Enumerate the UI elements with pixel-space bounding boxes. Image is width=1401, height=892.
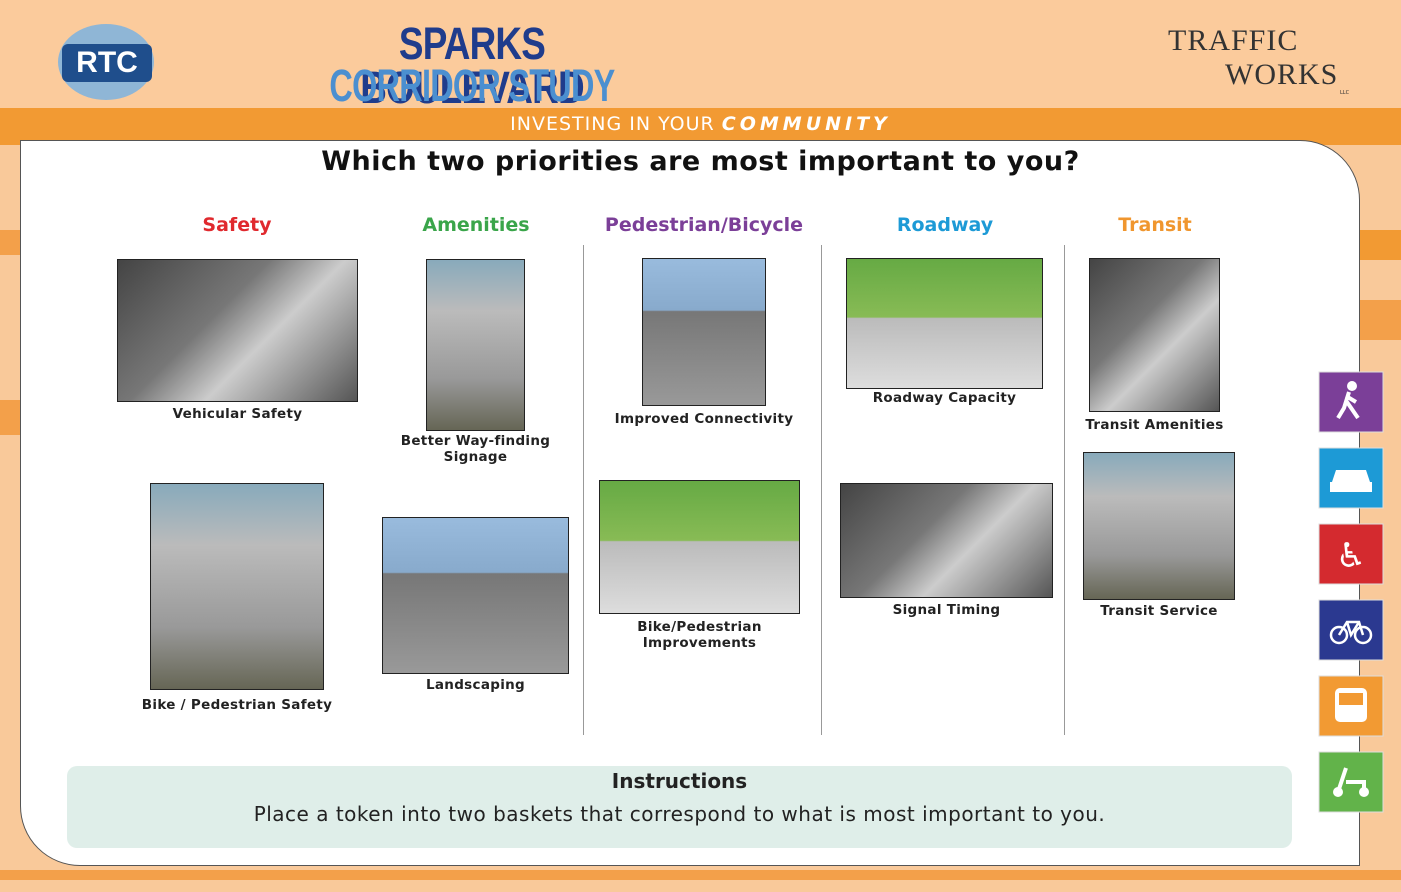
photo-caption: Transit Service <box>1100 603 1218 619</box>
divider <box>1064 245 1065 735</box>
photo <box>840 483 1053 598</box>
stripe <box>0 230 20 255</box>
photo <box>117 259 358 402</box>
icon-glyph <box>1339 693 1363 705</box>
stripe <box>1360 230 1401 260</box>
photo <box>1083 452 1235 600</box>
icon-accessible <box>1318 523 1384 585</box>
icon-pedestrian <box>1318 371 1384 433</box>
photo <box>1089 258 1220 412</box>
photo <box>426 259 525 431</box>
header-band <box>0 0 1401 108</box>
photo-caption: Vehicular Safety <box>172 406 303 422</box>
icon-glyph <box>1330 470 1372 492</box>
rtc-logo: RTC <box>62 44 152 82</box>
photo <box>382 517 569 674</box>
icon-glyph: ♿ <box>1336 536 1366 576</box>
photo <box>642 258 766 406</box>
photo-caption: Signage <box>443 449 508 465</box>
photo-caption: Transit Amenities <box>1085 417 1224 433</box>
icon-bicycle <box>1318 599 1384 661</box>
photo-caption: Roadway Capacity <box>872 390 1017 406</box>
icon-glyph <box>1353 625 1373 645</box>
divider <box>583 245 584 735</box>
photo-caption: Landscaping <box>426 677 525 693</box>
partner-logo-line2: WORKS <box>1225 58 1339 91</box>
instructions-title: Instructions <box>611 769 748 793</box>
question: Which two priorities are most important … <box>321 146 1080 177</box>
tagline-emphasis: COMMUNITY <box>721 113 891 135</box>
partner-logo-line1: TRAFFIC <box>1168 24 1299 57</box>
column-heading: Roadway <box>896 214 994 236</box>
photo-caption: Signal Timing <box>892 602 1001 618</box>
column-heading: Amenities <box>422 214 530 236</box>
photo-caption: Bike/Pedestrian <box>637 619 762 635</box>
photo <box>150 483 324 690</box>
stripe <box>0 400 20 435</box>
title-line-2: CORRIDOR STUDY <box>329 60 615 111</box>
icon-glyph <box>1337 620 1365 639</box>
photo-caption: Bike / Pedestrian Safety <box>141 697 333 713</box>
column-heading: Pedestrian/Bicycle <box>604 214 804 236</box>
icon-glyph <box>1347 381 1357 391</box>
tagline: INVESTING IN YOUR COMMUNITY <box>0 113 1401 135</box>
icon-glyph <box>1336 767 1366 793</box>
partner-logo-suffix: LLC <box>1340 90 1350 96</box>
tagline-text: INVESTING IN YOUR <box>510 113 715 135</box>
photo-caption: Improved Connectivity <box>614 411 794 427</box>
title-line-1: SPARKS BOULEVARD <box>360 18 584 113</box>
column-heading: Transit <box>1118 214 1192 236</box>
tagline-band <box>0 108 1401 145</box>
photo <box>599 480 800 614</box>
photo-caption: Improvements <box>642 635 757 651</box>
side-icons: ♿ <box>1318 371 1384 813</box>
column-heading: Safety <box>202 214 272 236</box>
instructions-box <box>67 766 1292 848</box>
photo-caption: Better Way-finding <box>400 433 551 449</box>
icon-glyph <box>1329 625 1349 645</box>
icon-glyph <box>1336 391 1360 420</box>
photo <box>846 258 1043 389</box>
divider <box>821 245 822 735</box>
instructions-text: Place a token into two baskets that corr… <box>253 802 1106 826</box>
stripe <box>1360 300 1401 340</box>
stripe <box>0 870 1401 880</box>
